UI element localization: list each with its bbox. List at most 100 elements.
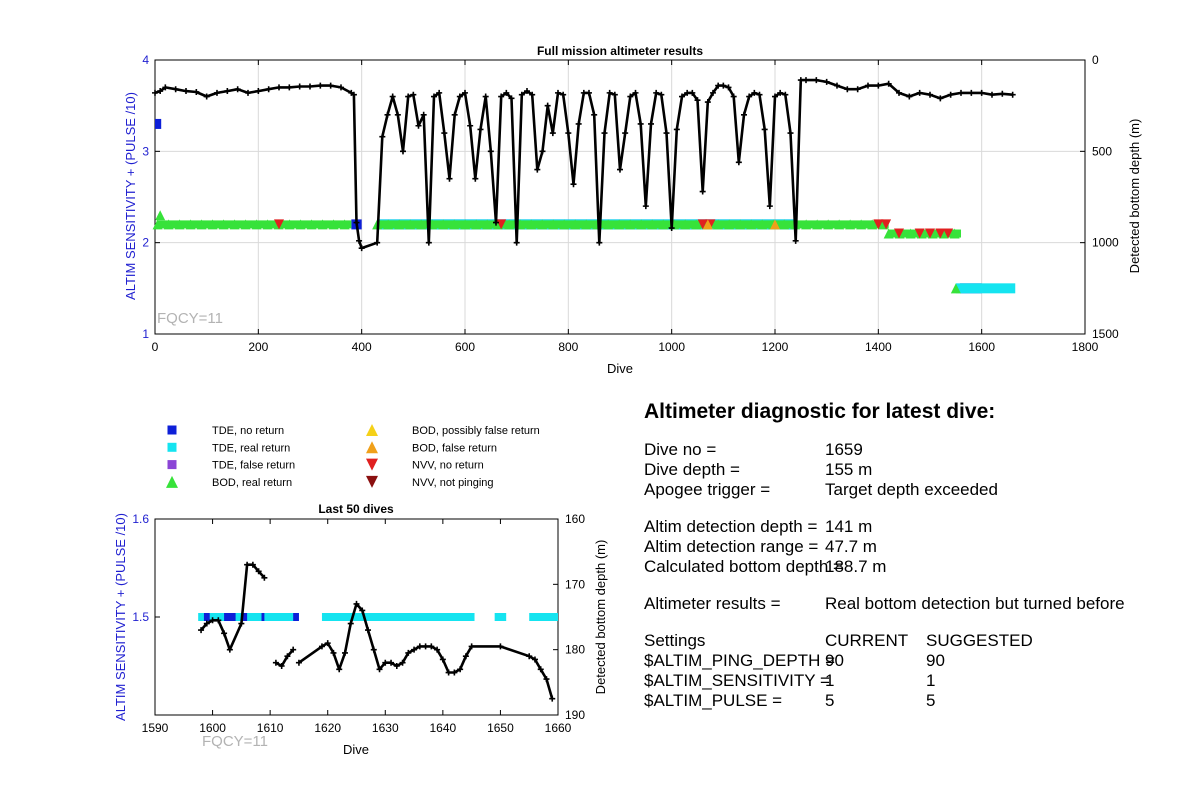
bod-real-return-marker xyxy=(823,219,834,230)
depth-point-marker xyxy=(617,166,623,173)
bod-real-return-marker xyxy=(603,219,614,230)
bod-real-return-marker xyxy=(196,219,207,230)
nvv-no-return-marker xyxy=(274,219,284,230)
depth-point-marker xyxy=(422,643,429,650)
depth-point-marker xyxy=(234,86,241,93)
bod-real-return-marker xyxy=(339,219,350,230)
settings-row-sensitivity: $ALTIM_SENSITIVITY = 1 1 xyxy=(644,671,1184,691)
bod-real-return-marker xyxy=(460,219,471,230)
last-50-ticks: 1590 1600 1610 1620 1630 1640 1650 1660 1.6 1.5 16… xyxy=(132,512,585,735)
bod-real-return-marker xyxy=(155,210,166,221)
legend-label: TDE, no return xyxy=(212,425,284,437)
last-50-chart: 1590 1600 1610 1620 1630 1640 1650 1660 1.6 1.5 16… xyxy=(113,502,608,757)
bod-real-return-marker xyxy=(812,219,823,230)
bod-real-return-marker xyxy=(834,219,845,230)
depth-point-marker xyxy=(295,659,302,666)
x-tick-label: 600 xyxy=(455,340,475,354)
tde-real-return-marker-band xyxy=(955,283,1016,294)
depth-point-marker xyxy=(272,659,279,666)
depth-point-marker xyxy=(456,93,463,100)
bod-real-return-marker xyxy=(713,219,724,230)
left-y-tick-label: 1.6 xyxy=(132,512,149,526)
depth-point-marker xyxy=(358,245,365,252)
depth-point-marker xyxy=(782,91,789,98)
bod-real-return-marker xyxy=(883,228,894,239)
depth-point-marker xyxy=(318,643,325,650)
altimeter-results-row: Altimeter results = Real bottom detectio… xyxy=(644,594,1184,614)
nvv-no-return-marker xyxy=(943,228,954,239)
depth-point-marker xyxy=(193,88,200,95)
depth-point-marker xyxy=(710,89,716,96)
tde-no-return-marker-band xyxy=(224,613,236,621)
depth-point-marker xyxy=(441,130,448,137)
depth-point-marker xyxy=(1009,91,1016,98)
depth-point-marker xyxy=(359,607,366,614)
depth-line-path xyxy=(275,648,295,668)
depth-point-marker xyxy=(813,77,820,84)
depth-point-marker xyxy=(482,93,489,100)
x-tick-label: 1590 xyxy=(142,721,169,735)
full-mission-axes-box xyxy=(154,59,1086,335)
legend-item: BOD, real return xyxy=(166,475,292,489)
x-tick-label: 1600 xyxy=(968,340,995,354)
legend-label: BOD, possibly false return xyxy=(412,425,540,437)
depth-point-marker xyxy=(420,111,427,118)
settings-row-label: $ALTIM_PULSE = xyxy=(644,691,783,710)
legend-label: NVV, no return xyxy=(412,460,484,472)
tde-real-return-marker-band xyxy=(198,613,299,621)
depth-point-marker xyxy=(803,77,809,84)
depth-point-marker xyxy=(544,102,551,109)
depth-point-marker xyxy=(797,77,804,84)
bod-real-return-marker xyxy=(405,219,416,230)
depth-point-marker xyxy=(927,91,933,98)
depth-point-marker xyxy=(543,676,550,683)
depth-point-marker xyxy=(467,122,474,129)
depth-point-marker xyxy=(792,237,799,244)
bod-real-return-marker xyxy=(416,219,427,230)
depth-point-marker xyxy=(446,175,453,182)
depth-point-marker xyxy=(255,88,262,95)
depth-point-marker xyxy=(224,88,231,95)
bod-real-return-marker xyxy=(218,219,229,230)
depth-point-marker xyxy=(611,91,618,98)
depth-point-marker xyxy=(844,86,851,93)
depth-point-marker xyxy=(183,88,189,95)
depth-point-marker xyxy=(586,89,592,96)
settings-row-pulse: $ALTIM_PULSE = 5 5 xyxy=(644,691,1184,711)
depth-point-marker xyxy=(694,97,701,104)
legend-square-marker xyxy=(167,425,177,435)
altimeter-results-label: Altimeter results = xyxy=(644,594,781,613)
last-50-xlabel: Dive xyxy=(343,742,369,757)
bod-real-return-marker xyxy=(262,219,273,230)
bod-real-return-marker xyxy=(526,219,537,230)
bod-real-return-marker xyxy=(295,219,306,230)
bod-real-return-marker xyxy=(438,219,449,230)
full-mission-right-ylabel: Detected bottom depth (m) xyxy=(1127,119,1142,274)
legend-item: BOD, possibly false return xyxy=(366,424,540,437)
depth-point-marker xyxy=(575,120,582,127)
last-50-fqcy-annotation: FQCY=11 xyxy=(202,733,268,750)
depth-point-marker xyxy=(425,239,432,246)
tde-no-return-marker-band xyxy=(203,613,210,621)
tde-real-return-marker-band xyxy=(529,613,558,621)
bod-real-return-marker xyxy=(746,219,757,230)
bod-real-return-marker xyxy=(845,219,856,230)
depth-point-marker xyxy=(673,126,680,133)
depth-point-marker xyxy=(580,89,587,96)
tde-no-return-marker-band xyxy=(241,613,248,621)
legend-square-marker xyxy=(167,442,177,452)
diagnostic-heading: Altimeter diagnostic for latest dive: xyxy=(644,400,996,423)
right-y-tick-label: 1000 xyxy=(1092,236,1119,250)
depth-point-marker xyxy=(668,225,675,232)
full-mission-title: Full mission altimeter results xyxy=(537,44,703,58)
depth-point-marker xyxy=(648,120,654,127)
legend-label: TDE, real return xyxy=(212,442,290,454)
nvv-no-return-marker xyxy=(881,219,892,230)
left-y-tick-label: 1.5 xyxy=(132,610,149,624)
bod-real-return-marker xyxy=(174,219,185,230)
depth-point-marker xyxy=(761,126,768,133)
depth-point-marker xyxy=(684,89,691,96)
tde-no-return-marker-band xyxy=(293,613,299,621)
right-y-tick-label: 0 xyxy=(1092,53,1099,67)
depth-point-marker xyxy=(916,89,923,96)
